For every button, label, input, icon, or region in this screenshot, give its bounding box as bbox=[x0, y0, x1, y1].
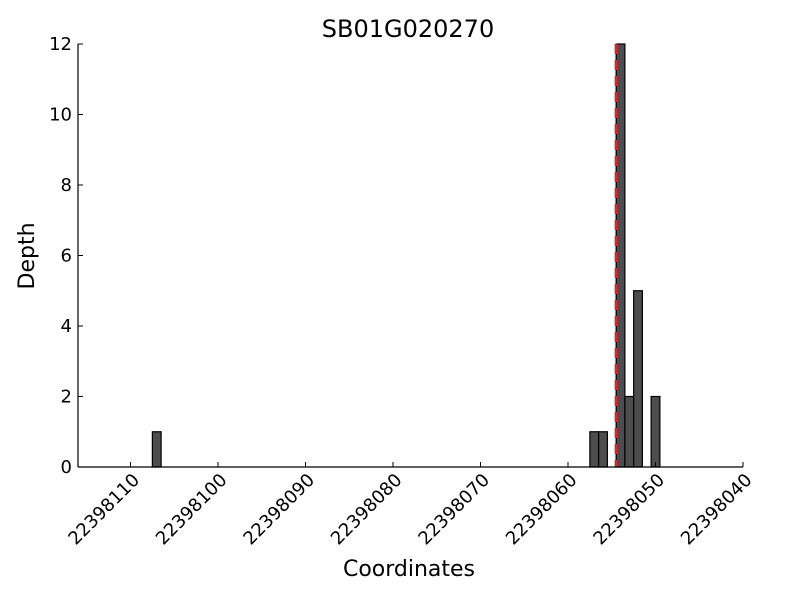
y-tick-label-3: 6 bbox=[61, 246, 72, 267]
bar-2 bbox=[598, 431, 608, 468]
chart-title: SB01G020270 bbox=[322, 15, 494, 43]
bars-layer bbox=[151, 43, 661, 468]
x-tick-label-4: 22398070 bbox=[414, 470, 494, 550]
x-axis-label: Coordinates bbox=[343, 557, 475, 582]
bar-6 bbox=[650, 395, 661, 468]
bar-1 bbox=[589, 431, 600, 468]
bar-4 bbox=[624, 395, 635, 468]
x-tick-label-3: 22398080 bbox=[327, 470, 407, 550]
x-tick-label-1: 22398100 bbox=[152, 470, 232, 550]
y-tick-label-5: 10 bbox=[49, 105, 72, 126]
bar-0 bbox=[151, 431, 162, 468]
y-tick-label-2: 4 bbox=[61, 316, 72, 337]
x-tick-label-0: 22398110 bbox=[64, 470, 144, 550]
y-axis-ticks: 0 2 4 6 8 10 12 bbox=[49, 34, 83, 478]
y-tick-label-1: 2 bbox=[61, 387, 72, 408]
y-tick-label-6: 12 bbox=[49, 34, 72, 55]
y-tick-label-4: 8 bbox=[61, 175, 72, 196]
x-tick-label-2: 22398090 bbox=[239, 470, 319, 550]
bar-5 bbox=[633, 290, 643, 468]
y-tick-label-0: 0 bbox=[61, 457, 72, 478]
y-axis-label: Depth bbox=[15, 222, 40, 289]
x-axis-ticks: 22398110 22398100 22398090 22398080 22398070… bbox=[64, 462, 757, 550]
x-tick-label-5: 22398060 bbox=[502, 470, 582, 550]
x-tick-label-7: 22398040 bbox=[677, 470, 757, 550]
x-tick-label-6: 22398050 bbox=[589, 470, 669, 550]
